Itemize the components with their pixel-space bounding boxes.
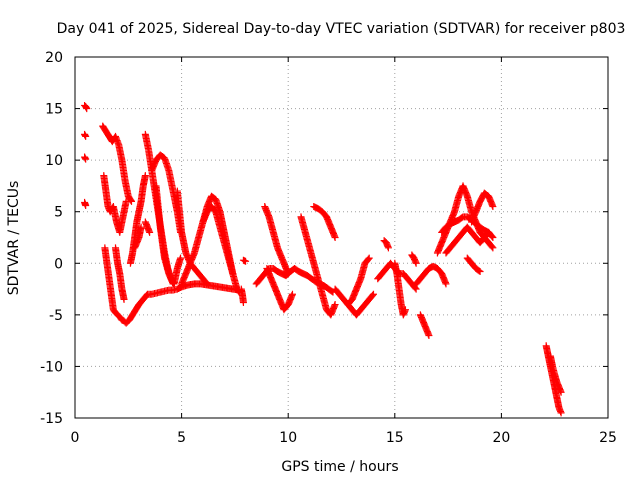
x-tick-label: 5 bbox=[177, 430, 186, 446]
series-arc-36 bbox=[442, 223, 493, 257]
y-tick-label: 15 bbox=[45, 102, 63, 118]
x-tick-label: 15 bbox=[386, 430, 404, 446]
data-point bbox=[364, 255, 372, 263]
x-tick-label: 10 bbox=[279, 430, 297, 446]
series-arc-6 bbox=[100, 172, 130, 236]
data-point bbox=[442, 280, 450, 288]
y-tick-label: 0 bbox=[54, 256, 63, 272]
series-arc-26 bbox=[331, 285, 377, 319]
data-point bbox=[331, 301, 339, 309]
data-point bbox=[331, 234, 339, 241]
data-point bbox=[425, 331, 433, 339]
x-axis-label: GPS time / hours bbox=[281, 459, 398, 475]
x-tick-label: 25 bbox=[599, 430, 617, 446]
y-axis-label: SDTVAR / TECUs bbox=[6, 181, 22, 296]
data-point bbox=[412, 259, 420, 267]
y-tick-label: -10 bbox=[40, 359, 63, 375]
data-point bbox=[401, 306, 409, 314]
x-tick-label: 0 bbox=[71, 430, 80, 446]
data-point bbox=[557, 388, 565, 396]
chart-title: Day 041 of 2025, Sidereal Day-to-day VTE… bbox=[57, 21, 626, 37]
data-point bbox=[476, 268, 484, 276]
y-tick-label: -15 bbox=[40, 411, 63, 427]
data-point bbox=[365, 254, 373, 262]
series-arc-8 bbox=[112, 244, 128, 303]
series-arc-4 bbox=[81, 198, 90, 210]
data-point bbox=[239, 298, 247, 306]
data-point bbox=[177, 254, 185, 262]
series-arc-13 bbox=[141, 218, 154, 236]
data-points bbox=[81, 101, 565, 417]
series-arc-19 bbox=[237, 285, 247, 306]
data-point bbox=[489, 203, 497, 211]
y-tick-label: 10 bbox=[45, 153, 63, 169]
series-arc-10 bbox=[131, 223, 145, 252]
series-arc-3 bbox=[81, 153, 90, 163]
series-arc-18 bbox=[199, 203, 237, 278]
series-arc-38 bbox=[463, 254, 484, 276]
series-arc-24 bbox=[297, 213, 339, 319]
series-arc-33 bbox=[412, 262, 450, 288]
data-point bbox=[369, 290, 377, 298]
series-arc-2 bbox=[81, 130, 90, 140]
data-point bbox=[141, 172, 149, 180]
data-point bbox=[489, 234, 497, 241]
data-point bbox=[284, 270, 292, 278]
data-point bbox=[83, 105, 91, 113]
series-arc-11 bbox=[135, 280, 243, 309]
data-point bbox=[82, 202, 90, 210]
data-point bbox=[484, 229, 492, 237]
y-tick-label: -5 bbox=[49, 308, 63, 324]
data-point bbox=[488, 232, 496, 240]
grid bbox=[75, 57, 608, 418]
y-tick-label: 20 bbox=[45, 50, 63, 66]
series-arc-27 bbox=[344, 254, 373, 309]
series-arc-23 bbox=[263, 264, 296, 314]
series-arc-37 bbox=[468, 189, 497, 226]
data-point bbox=[229, 270, 237, 278]
data-point bbox=[137, 223, 145, 231]
series-arc-40 bbox=[546, 352, 565, 396]
x-tick-label: 20 bbox=[492, 430, 510, 446]
series-arc-5 bbox=[99, 122, 135, 205]
y-tick-label: 5 bbox=[54, 205, 63, 221]
data-point bbox=[369, 291, 377, 299]
data-point bbox=[122, 197, 130, 205]
series-arc-1 bbox=[81, 101, 91, 113]
data-point bbox=[127, 196, 135, 204]
series-arc-22 bbox=[261, 203, 292, 278]
data-point bbox=[120, 295, 128, 303]
series-arc-15 bbox=[152, 182, 177, 288]
data-point bbox=[82, 132, 90, 140]
data-point bbox=[475, 267, 483, 275]
data-point bbox=[82, 155, 90, 163]
data-point bbox=[557, 409, 565, 417]
data-point bbox=[288, 290, 296, 298]
series-arc-31 bbox=[408, 251, 420, 267]
series-arc-30 bbox=[391, 259, 409, 319]
data-point bbox=[202, 279, 210, 287]
plot-frame bbox=[74, 56, 609, 419]
data-point bbox=[489, 244, 497, 252]
series-arc-7 bbox=[101, 244, 143, 327]
data-point bbox=[485, 228, 493, 236]
series-arc-25 bbox=[310, 203, 339, 241]
data-point bbox=[146, 228, 154, 236]
axis-ticks: 0 5 10 15 20 25 -15 -10 -5 0 5 10 15 20 bbox=[40, 50, 617, 446]
series-arc-32 bbox=[416, 311, 433, 339]
data-point bbox=[411, 284, 419, 292]
series-arc-29 bbox=[380, 237, 392, 252]
data-point bbox=[203, 280, 211, 288]
data-point bbox=[242, 257, 250, 265]
data-point bbox=[169, 280, 177, 288]
data-point bbox=[384, 244, 392, 252]
series-arc-20 bbox=[239, 256, 250, 265]
data-point bbox=[488, 243, 496, 251]
